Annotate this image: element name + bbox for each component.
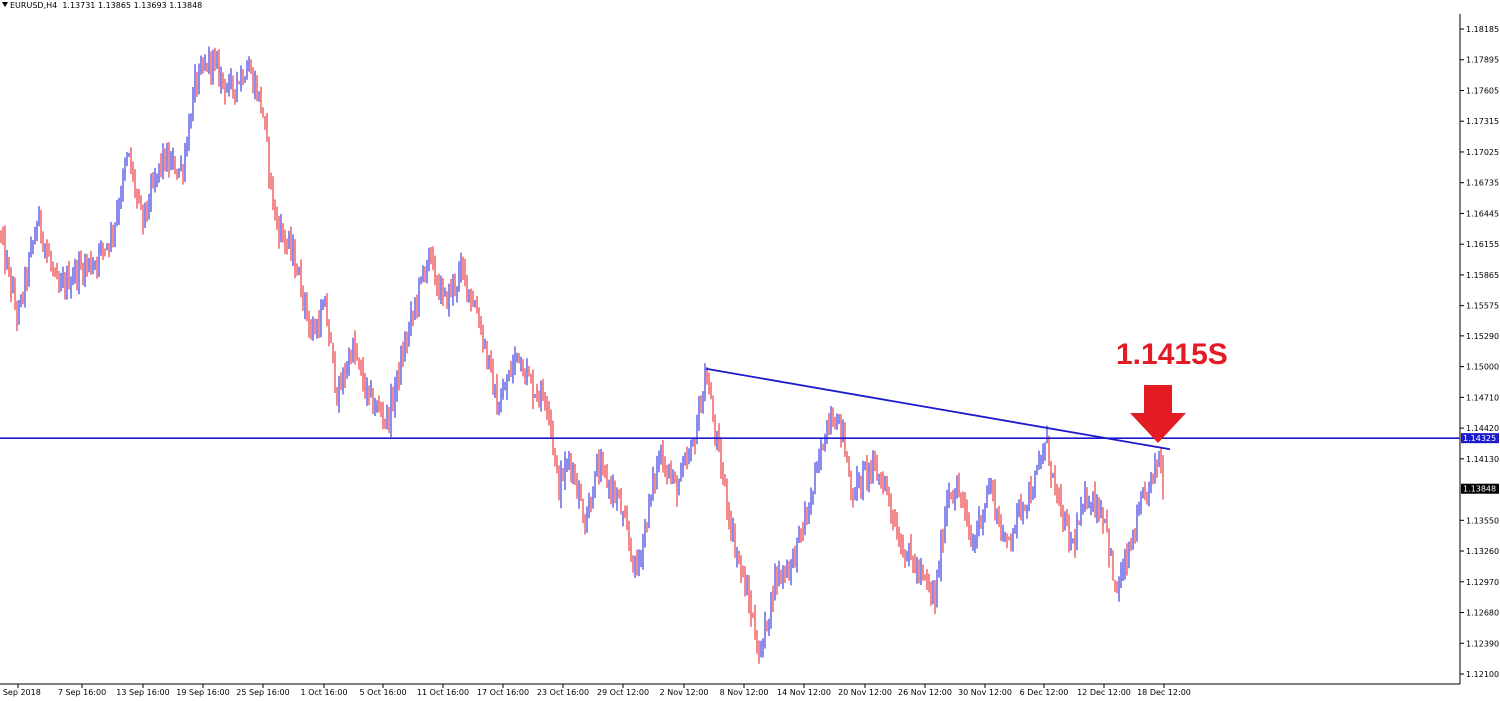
- y-tick-label: 1.14130: [1466, 455, 1499, 464]
- x-tick-label: 30 Nov 12:00: [958, 688, 1012, 697]
- y-tick-label: 1.16155: [1466, 240, 1499, 249]
- x-tick-label: 23 Oct 16:00: [537, 688, 589, 697]
- x-tick-label: 13 Sep 16:00: [116, 688, 169, 697]
- descending-trendline: [705, 367, 1171, 451]
- sell-arrow: [1130, 385, 1186, 443]
- y-tick-label: 1.18185: [1466, 25, 1499, 34]
- axes: [0, 14, 1464, 688]
- dropdown-triangle-icon[interactable]: [2, 2, 8, 7]
- x-tick-label: 7 Sep 16:00: [58, 688, 106, 697]
- x-tick-label: 26 Nov 12:00: [898, 688, 952, 697]
- x-tick-label: 20 Nov 12:00: [838, 688, 892, 697]
- y-tick-label: 1.17605: [1466, 86, 1499, 95]
- y-tick-label: 1.12680: [1466, 609, 1499, 618]
- y-tick-label: 1.17025: [1466, 148, 1499, 157]
- y-tick-label: 1.15575: [1466, 302, 1499, 311]
- x-tick-label: 2 Nov 12:00: [660, 688, 709, 697]
- x-tick-label: 17 Oct 16:00: [477, 688, 529, 697]
- candles: [0, 46, 1164, 664]
- current-price-label: 1.13848: [1463, 485, 1496, 494]
- y-tick-label: 1.17315: [1466, 117, 1499, 126]
- ohlc-readout: 1.13731 1.13865 1.13693 1.13848: [62, 1, 203, 10]
- axis-labels: 1.18185 1.17895 1.17605 1.17315 1.17025 1.167…: [0, 25, 1499, 697]
- y-tick-label: 1.16445: [1466, 209, 1499, 218]
- current-price-badge: [1461, 483, 1499, 494]
- x-tick-label: 8 Nov 12:00: [720, 688, 769, 697]
- x-tick-label: 1 Oct 16:00: [300, 688, 347, 697]
- y-tick-label: 1.16735: [1466, 179, 1499, 188]
- x-tick-label: 6 Dec 12:00: [1020, 688, 1069, 697]
- level-price-badge: [1461, 433, 1499, 444]
- y-tick-label: 1.13260: [1466, 547, 1499, 556]
- level-price-label: 1.14325: [1463, 434, 1496, 443]
- x-tick-label: 18 Dec 12:00: [1137, 688, 1191, 697]
- down-arrow-icon: [1130, 385, 1186, 443]
- price-annotation: 1.1415S: [1116, 338, 1228, 371]
- y-tick-label: 1.15290: [1466, 332, 1499, 341]
- y-tick-label: 1.12100: [1466, 670, 1499, 679]
- x-tick-label: 29 Oct 12:00: [597, 688, 649, 697]
- y-tick-label: 1.12390: [1466, 639, 1499, 648]
- y-tick-label: 1.14420: [1466, 424, 1499, 433]
- y-tick-label: 1.12970: [1466, 578, 1499, 587]
- x-tick-label: 19 Sep 16:00: [176, 688, 229, 697]
- x-tick-label: 25 Sep 16:00: [236, 688, 289, 697]
- chart-header: EURUSD,H4 1.13731 1.13865 1.13693 1.1384…: [2, 1, 202, 10]
- y-tick-label: 1.14710: [1466, 393, 1499, 402]
- y-tick-label: 1.15865: [1466, 271, 1499, 280]
- x-tick-label: 5 Oct 16:00: [359, 688, 406, 697]
- y-tick-label: 1.15000: [1466, 363, 1499, 372]
- x-tick-label: 12 Dec 12:00: [1077, 688, 1131, 697]
- x-tick-label: 3 Sep 2018: [0, 688, 41, 697]
- symbol-label: EURUSD,H4: [10, 1, 58, 10]
- y-tick-label: 1.13550: [1466, 516, 1499, 525]
- drawn-lines: 1.14325 1.13848: [0, 367, 1499, 494]
- x-tick-label: 11 Oct 16:00: [417, 688, 469, 697]
- y-tick-label: 1.17895: [1466, 56, 1499, 65]
- x-tick-label: 14 Nov 12:00: [777, 688, 831, 697]
